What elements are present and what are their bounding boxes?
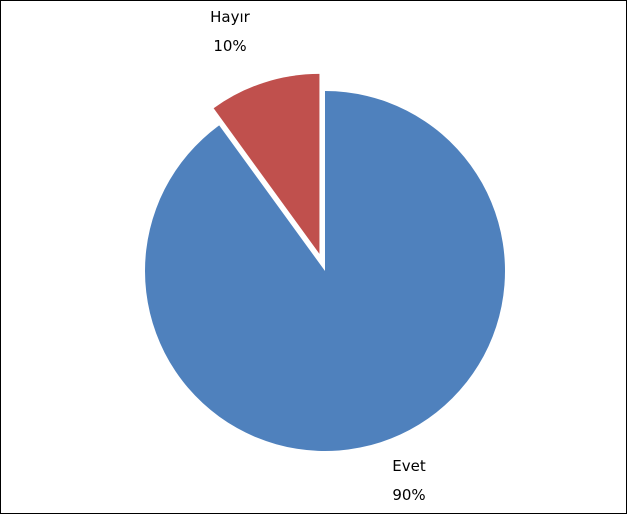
slice-category-label: Hayır <box>210 8 251 26</box>
slice-value-label: 90% <box>392 486 425 504</box>
pie-slice-evet <box>144 91 505 451</box>
slice-category-label: Evet <box>392 457 426 475</box>
pie-slice-hay-r <box>213 73 320 254</box>
slice-value-label: 10% <box>213 37 246 55</box>
